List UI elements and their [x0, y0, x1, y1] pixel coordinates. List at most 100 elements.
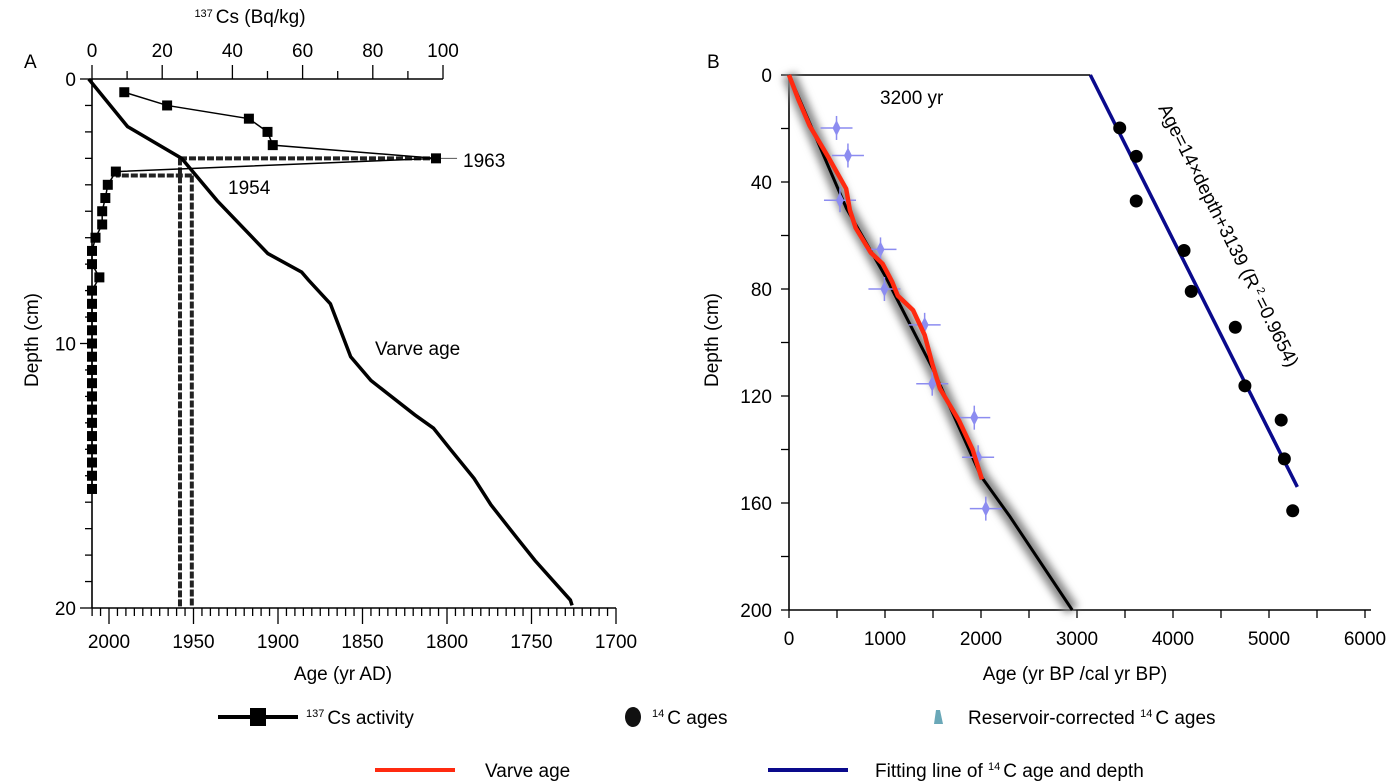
- cs-activity-point: [100, 193, 111, 204]
- a-y-axis-title: Depth (cm): [22, 293, 43, 387]
- legend: 137 Cs activity 14 C ages Reservoir-correc…: [218, 707, 1216, 782]
- top-axis-tick-label: 40: [222, 41, 243, 62]
- b-y-tick-label: 120: [740, 387, 772, 408]
- legend-c14-dot: [625, 707, 641, 727]
- annotation-1963: 1963: [463, 151, 505, 172]
- cs-activity-point: [87, 338, 97, 349]
- a-x-tick-label: 1900: [257, 632, 299, 653]
- legend-item-varve: Varve age: [375, 761, 570, 782]
- reservoir-corrected-point: [880, 281, 889, 297]
- b-y-tick-label: 200: [740, 601, 772, 622]
- top-axis-tick-label: 100: [427, 41, 459, 62]
- panel-label-a: A: [24, 52, 37, 73]
- b-y-tick-label: 80: [751, 280, 772, 301]
- a-y-tick-label: 0: [65, 70, 76, 91]
- cs-activity-point: [87, 312, 97, 323]
- b-x-tick-label: 0: [784, 629, 795, 650]
- panel-a: 0 20 40 60 80 100 0 10 20 2000 1950 1900 1850 1800 175…: [55, 41, 637, 653]
- b-x-tick-label: 4000: [1152, 629, 1194, 650]
- cs-activity-point: [262, 126, 273, 137]
- b-x-tick-label: 1000: [864, 629, 906, 650]
- legend-c14-label: 14 C ages: [652, 708, 727, 729]
- cs-activity-point: [243, 113, 254, 124]
- reservoir-corrected-point: [843, 147, 852, 164]
- a-x-tick-label: 1850: [341, 632, 383, 653]
- top-axis-tick-label: 80: [362, 41, 383, 62]
- top-axis-tick-label: 60: [292, 41, 313, 62]
- panel-label-b: B: [707, 52, 720, 73]
- cs-activity-point: [102, 179, 113, 190]
- reservoir-corrected-point: [970, 409, 979, 426]
- a-y-tick-label: 10: [55, 335, 76, 356]
- annotation-varve-age: Varve age: [375, 339, 460, 360]
- top-axis-tick-label: 0: [87, 41, 98, 62]
- b-x-tick-label: 5000: [1248, 629, 1290, 650]
- legend-item-c14: 14 C ages: [625, 707, 727, 729]
- a-x-tick-label: 2000: [88, 632, 130, 653]
- a-x-axis-title: Age (yr AD): [294, 664, 392, 685]
- cs-activity-point: [87, 325, 97, 336]
- legend-cs-label: 137 Cs activity: [306, 708, 414, 729]
- legend-cs-square: [250, 708, 266, 726]
- cs-activity-point: [87, 470, 97, 481]
- reservoir-corrected-point: [876, 241, 885, 258]
- cs-activity-point: [87, 285, 97, 296]
- legend-reservoir-label: Reservoir-corrected 14 C ages: [968, 708, 1216, 729]
- b-y-tick-label: 40: [751, 173, 772, 194]
- b-x-axis-title: Age (yr BP /cal yr BP): [983, 664, 1167, 685]
- reservoir-corrected-point: [835, 192, 844, 209]
- cs-activity-point: [90, 232, 101, 243]
- top-axis-tick-label: 20: [152, 41, 173, 62]
- cs-activity-point: [87, 259, 97, 270]
- cs-activity-point: [267, 140, 278, 151]
- legend-item-fit: Fitting line of 14 C age and depth: [768, 761, 1144, 782]
- cs-activity-point: [87, 457, 97, 468]
- cs-activity-point: [87, 417, 97, 428]
- a-y-tick-label: 20: [55, 599, 76, 620]
- legend-item-cs: 137 Cs activity: [218, 708, 414, 729]
- cs-activity-point: [87, 364, 97, 375]
- a-x-tick-label: 1950: [172, 632, 214, 653]
- c14-age-point: [1274, 413, 1288, 427]
- a-x-tick-label: 1800: [426, 632, 468, 653]
- cs-activity-point: [162, 100, 173, 111]
- c14-age-point: [1228, 320, 1242, 334]
- cs-activity-point: [119, 87, 130, 98]
- b-y-tick-label: 0: [761, 66, 772, 87]
- cs-activity-point: [97, 219, 108, 230]
- a-x-tick-label: 1700: [595, 632, 637, 653]
- reservoir-corrected-point: [928, 375, 937, 392]
- cs-activity-point: [94, 272, 105, 283]
- c14-age-point: [1129, 149, 1143, 163]
- age-model-line: [787, 74, 1074, 611]
- varve-age-line: [786, 74, 985, 481]
- reservoir-corrected-point: [832, 119, 841, 136]
- varve-age-line: [87, 77, 574, 606]
- cs-activity-point: [87, 391, 97, 402]
- c14-age-point: [1113, 121, 1127, 135]
- fitting-line: [1088, 74, 1299, 488]
- c14-age-point: [1286, 504, 1300, 518]
- c14-age-point: [1277, 452, 1291, 466]
- cs-activity-point: [87, 483, 97, 494]
- b-x-tick-label: 3000: [1056, 629, 1098, 650]
- cs-activity-point: [87, 404, 97, 415]
- b-x-tick-label: 6000: [1344, 629, 1386, 650]
- b-y-axis-title: Depth (cm): [702, 293, 723, 387]
- cs-activity-point: [430, 153, 441, 164]
- legend-fit-label: Fitting line of 14 C age and depth: [875, 761, 1144, 782]
- cs-activity-line: [91, 91, 437, 489]
- fit-equation: Age=14×depth+3139 (R2=0.9654): [1154, 101, 1303, 371]
- cs-activity-point: [87, 378, 97, 389]
- cs-activity-point: [87, 351, 97, 362]
- c14-age-point: [1177, 243, 1191, 257]
- annotation-1954: 1954: [228, 178, 271, 199]
- legend-item-reservoir: Reservoir-corrected 14 C ages: [934, 708, 1216, 729]
- b-x-tick-label: 2000: [960, 629, 1002, 650]
- cs-activity-point: [87, 298, 97, 309]
- annotation-3200-yr: 3200 yr: [880, 88, 944, 109]
- legend-reservoir-marker: [934, 710, 943, 724]
- top-axis-title: 137 Cs (Bq/kg): [194, 7, 305, 28]
